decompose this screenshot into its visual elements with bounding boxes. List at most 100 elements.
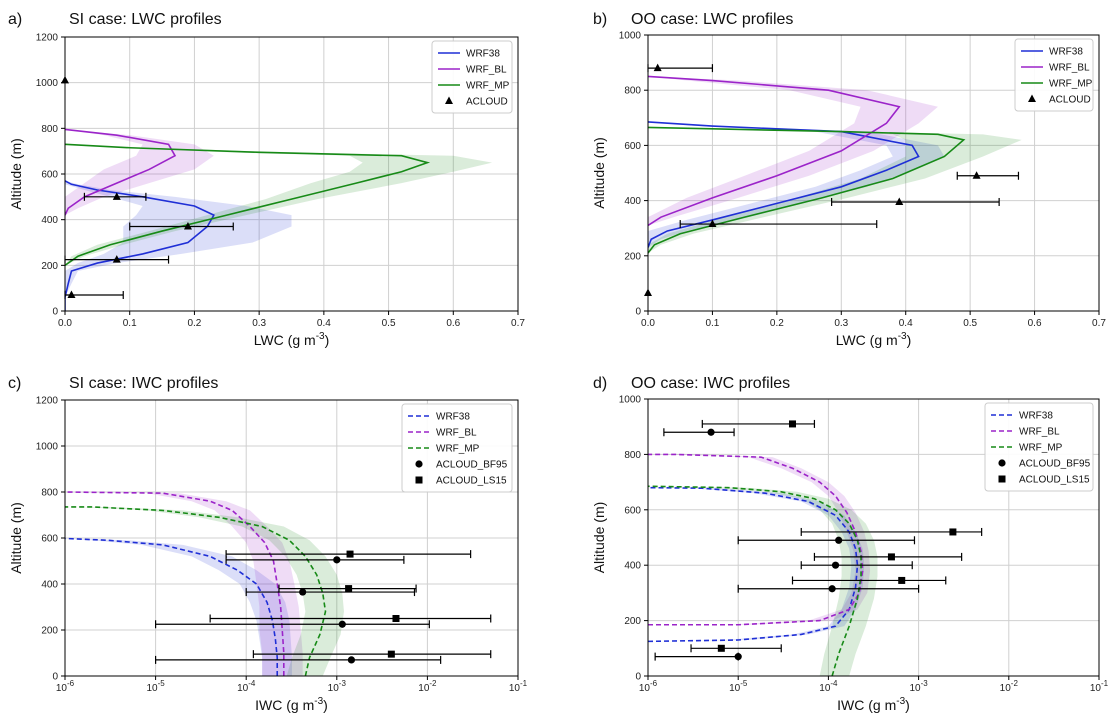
obs-point-acloud-bf95 xyxy=(654,652,742,661)
x-axis-label: IWC (g m-3) xyxy=(837,696,910,713)
axes-frame xyxy=(647,398,1100,677)
circle-marker xyxy=(333,556,341,564)
obs-point-acloud-ls15 xyxy=(813,552,963,561)
panel-title: SI case: IWC profiles xyxy=(69,375,218,392)
x-tick-label: 0.3 xyxy=(252,318,266,329)
circle-marker xyxy=(299,588,307,596)
legend-box xyxy=(984,402,1094,492)
obs-point-acloud-ls15 xyxy=(209,614,492,623)
x-tick-label: 10-4 xyxy=(237,679,256,694)
y-tick-label: 1000 xyxy=(619,31,642,42)
panel-label: d) xyxy=(593,375,607,392)
y-tick-label: 200 xyxy=(624,251,641,262)
legend-label-wrf-bl: WRF_BL xyxy=(436,428,477,439)
legend-label-acloud-ls15: ACLOUD_LS15 xyxy=(436,476,507,487)
triangle-marker xyxy=(67,290,76,299)
y-tick-label: 0 xyxy=(635,307,641,318)
series-line-wrf-mp xyxy=(65,143,431,266)
panel-title: OO case: IWC profiles xyxy=(631,375,790,392)
y-tick-label: 1000 xyxy=(36,442,59,453)
plot-area xyxy=(65,491,344,676)
legend: WRF38 WRF_BL WRF_MP ACLOUD xyxy=(1014,38,1094,112)
legend: WRF38 WRF_BL WRF_MP ACLOUD xyxy=(431,40,513,114)
obs-point-acloud-bf95 xyxy=(225,555,405,564)
x-tick-label: 0.6 xyxy=(1028,318,1042,329)
plot-area xyxy=(648,75,1022,254)
triangle-marker xyxy=(653,63,662,72)
x-axis-label: LWC (g m-3) xyxy=(254,331,330,348)
y-tick-label: 200 xyxy=(41,261,58,272)
triangle-marker xyxy=(708,219,717,228)
legend-label-acloud-bf95: ACLOUD_BF95 xyxy=(1019,459,1091,470)
panel-title: SI case: LWC profiles xyxy=(69,11,222,28)
obs-point-acloud-ls15 xyxy=(690,644,782,653)
panel-a: a) SI case: LWC profiles 0.0 0.1 0.2 0.3 0.4 0.… xyxy=(8,11,525,348)
legend-label-wrf-mp: WRF_MP xyxy=(1019,443,1063,454)
y-tick-label: 400 xyxy=(41,215,58,226)
obs-point-acloud-ls15 xyxy=(252,650,492,659)
y-tick-label: 800 xyxy=(41,124,58,135)
legend-swatch-acloud-bf95 xyxy=(415,460,423,468)
circle-marker xyxy=(734,653,742,661)
y-tick-label: 1000 xyxy=(619,395,642,406)
square-marker xyxy=(789,420,797,428)
x-tick-exponent: -3 xyxy=(339,679,347,688)
panel-title: OO case: LWC profiles xyxy=(631,11,793,28)
obs-point-acloud-bf95 xyxy=(737,584,920,593)
legend: WRF38 WRF_BL WRF_MP ACLOUD_BF95 ACLOUD_LS15 xyxy=(401,403,513,493)
y-tick-label: 200 xyxy=(41,626,58,637)
legend-label-wrf-bl: WRF_BL xyxy=(1019,427,1060,438)
circle-marker xyxy=(347,656,356,664)
y-tick-label: 600 xyxy=(624,141,641,152)
legend-label-wrf-bl: WRF_BL xyxy=(1049,63,1090,74)
y-tick-label: 400 xyxy=(41,580,58,591)
legend-label-wrf-mp: WRF_MP xyxy=(466,81,510,92)
series-line-wrf38 xyxy=(65,537,279,676)
band-wrf-mp xyxy=(648,127,1022,254)
x-tick-exponent: -4 xyxy=(830,679,838,688)
legend-label-acloud-ls15: ACLOUD_LS15 xyxy=(1019,475,1090,486)
band-wrf-bl xyxy=(648,454,871,625)
panel-d: d) OO case: IWC profiles 10-6 10-5 10-4 10-3 1… xyxy=(591,375,1109,713)
triangle-marker xyxy=(895,197,904,205)
y-tick-label: 1200 xyxy=(36,33,59,44)
y-tick-label: 1000 xyxy=(36,78,59,89)
y-tick-label: 0 xyxy=(52,307,58,318)
x-tick-label: 10-4 xyxy=(819,679,838,694)
y-axis-label: Altitude (m) xyxy=(8,138,24,210)
band-wrf38 xyxy=(65,538,292,676)
x-tick-label: 0.5 xyxy=(382,318,396,329)
obs-point-acloud-ls15 xyxy=(800,527,983,536)
y-tick-label: 600 xyxy=(41,170,58,181)
legend-label-wrf38: WRF38 xyxy=(1019,411,1053,422)
obs-point-acloud-ls15 xyxy=(225,550,472,559)
band-wrf-bl xyxy=(648,76,938,226)
x-tick-exponent: -1 xyxy=(520,679,528,688)
x-tick-label: 10-1 xyxy=(509,679,528,694)
band-wrf-mp xyxy=(65,144,493,266)
obs-point-acloud xyxy=(129,222,234,231)
circle-marker xyxy=(828,585,836,593)
x-tick-label: 0.4 xyxy=(317,318,331,329)
y-tick-label: 600 xyxy=(41,534,58,545)
x-tick-label: 10-3 xyxy=(328,679,347,694)
band-wrf-bl xyxy=(65,492,303,676)
x-tick-label: 0.3 xyxy=(834,318,848,329)
legend-label-acloud: ACLOUD xyxy=(1049,95,1091,106)
obs-point-acloud-bf95 xyxy=(800,561,913,570)
y-tick-label: 400 xyxy=(624,196,641,207)
obs-point-acloud-bf95 xyxy=(245,588,416,597)
triangle-marker xyxy=(112,255,121,263)
panel-b: b) OO case: LWC profiles 0.0 0.1 0.2 0.3 0.4 0.… xyxy=(591,11,1106,348)
band-wrf-bl xyxy=(65,129,214,216)
legend-swatch-acloud-bf95 xyxy=(998,459,1006,467)
obs-point-acloud-ls15 xyxy=(791,576,947,585)
legend-box xyxy=(431,40,513,114)
x-tick-exponent: -5 xyxy=(158,679,166,688)
band-wrf-mp xyxy=(648,486,878,676)
y-tick-label: 0 xyxy=(52,672,58,683)
x-axis-label: IWC (g m-3) xyxy=(255,696,328,713)
y-axis-label: Altitude (m) xyxy=(591,137,607,209)
obs-point-acloud xyxy=(679,219,878,229)
